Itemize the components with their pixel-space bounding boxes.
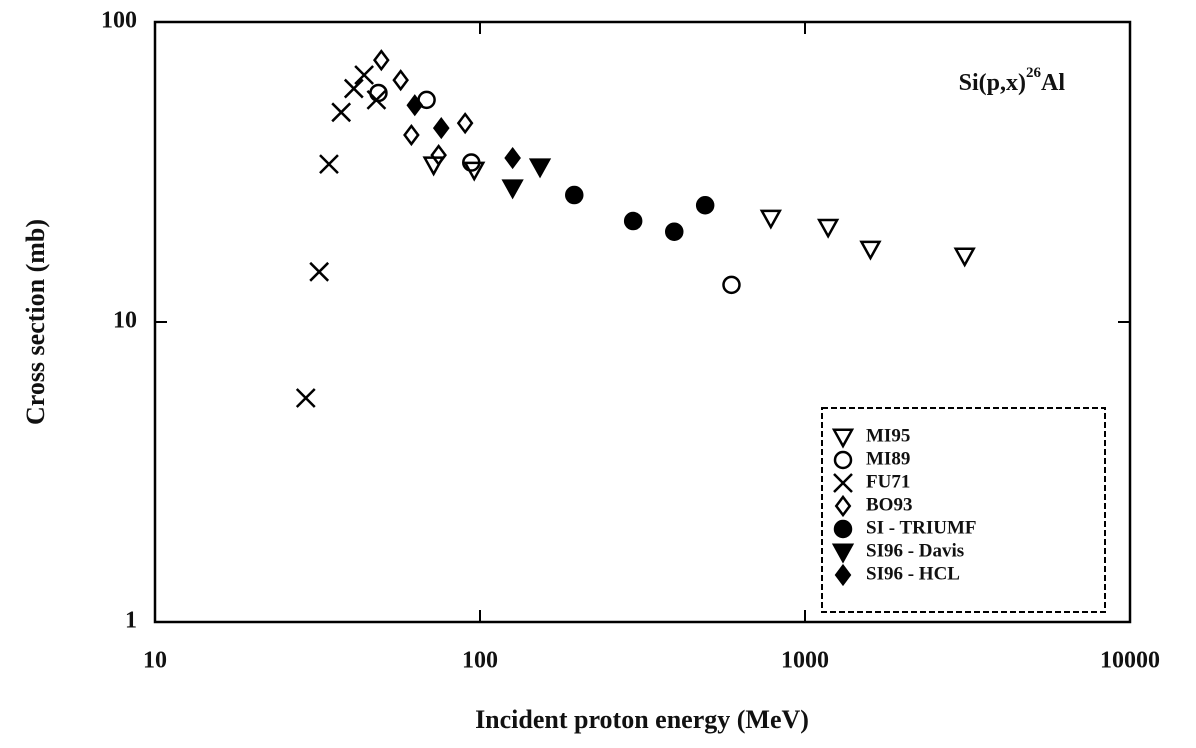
data-point — [331, 102, 352, 123]
y-tick-label: 10 — [113, 308, 137, 334]
y-tick-label: 100 — [101, 8, 137, 34]
legend-label: SI - TRIUMF — [866, 517, 977, 538]
legend-marker — [834, 563, 852, 587]
data-point — [462, 153, 481, 172]
legend-label: FU71 — [866, 471, 910, 492]
data-point — [295, 388, 316, 408]
x-tick-label: 100 — [462, 648, 498, 674]
data-point — [623, 211, 643, 231]
legend-label: MI95 — [866, 425, 910, 446]
x-tick-label: 1000 — [781, 648, 829, 674]
x-tick-label: 10 — [143, 648, 167, 674]
annotation-tail: Al — [1041, 70, 1065, 96]
x-axis-label: Incident proton energy (MeV) — [475, 705, 809, 734]
data-point — [406, 94, 424, 117]
data-point — [504, 146, 521, 170]
data-point — [722, 275, 741, 295]
legend-label: SI96 - Davis — [866, 540, 964, 561]
data-point — [953, 247, 976, 268]
y-axis-label: Cross section (mb) — [21, 219, 50, 425]
annotation: Si(p,x)26Al — [959, 65, 1066, 95]
data-point — [354, 65, 375, 85]
data-point — [392, 69, 409, 92]
data-point — [422, 156, 445, 177]
annotation-sup: 26 — [1026, 65, 1042, 81]
data-point — [816, 218, 840, 239]
data-point — [343, 78, 364, 99]
data-point — [373, 49, 390, 72]
data-point — [366, 90, 387, 110]
legend-marker — [831, 428, 855, 449]
annotation-base: Si(p,x) — [959, 70, 1026, 96]
data-point — [430, 144, 447, 167]
legend-box — [821, 407, 1106, 613]
legend-label: SI96 - HCL — [866, 563, 960, 584]
legend-marker — [833, 519, 853, 539]
data-point — [695, 196, 715, 215]
data-point — [665, 222, 684, 241]
data-point — [501, 179, 524, 200]
x-tick-label: 10000 — [1100, 648, 1160, 674]
data-point — [456, 112, 474, 135]
legend-marker — [833, 473, 853, 493]
data-point — [565, 185, 584, 205]
data-point — [432, 116, 450, 140]
data-point — [528, 158, 552, 179]
legend-marker — [834, 494, 852, 518]
y-tick-label: 1 — [125, 608, 137, 634]
data-point — [403, 123, 420, 147]
data-point — [309, 261, 330, 282]
legend-label: MI89 — [866, 448, 910, 469]
legend-label: BO93 — [866, 494, 912, 515]
legend-marker — [833, 450, 853, 470]
legend-marker — [831, 543, 855, 564]
data-point — [759, 209, 782, 230]
data-point — [859, 240, 882, 261]
data-point — [319, 154, 339, 174]
